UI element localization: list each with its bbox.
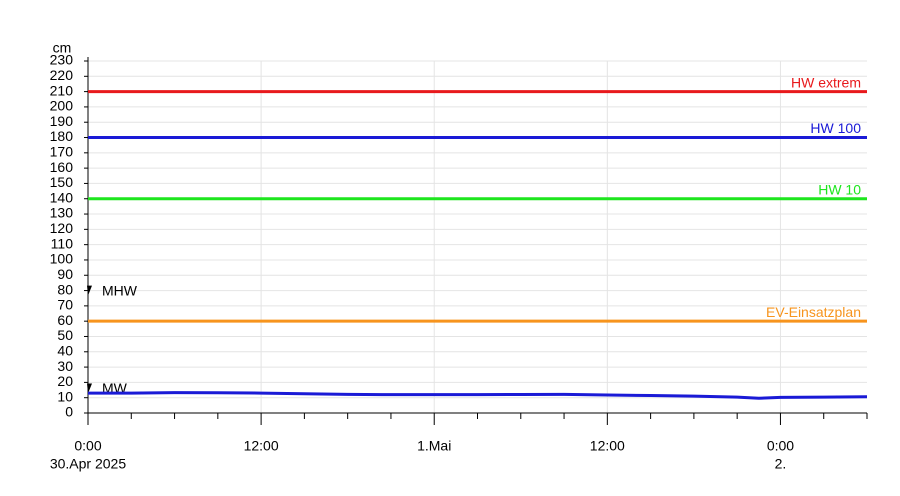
x-tick-label: 12:00 [244, 438, 279, 454]
y-tick-label: 180 [50, 128, 74, 144]
marker [87, 285, 92, 296]
x-tick-label: 0:00 [767, 438, 794, 454]
y-tick-label: 50 [57, 327, 73, 343]
y-tick-label: 100 [50, 251, 74, 267]
y-tick-label: 190 [50, 113, 74, 129]
x-date-label: 2. [775, 456, 787, 472]
threshold-label: HW 10 [818, 181, 861, 197]
y-tick-label: 170 [50, 144, 74, 160]
y-tick-label: 40 [57, 342, 73, 358]
series-line [88, 391, 868, 400]
y-tick-label: 110 [51, 235, 74, 251]
marker-label: MHW [102, 282, 138, 298]
x-tick-label: 0:00 [74, 438, 101, 454]
y-tick-label: 20 [57, 373, 73, 389]
y-tick-label: 90 [57, 266, 73, 282]
y-tick-label: 80 [57, 281, 73, 297]
x-tick-label: 1.Mai [417, 438, 451, 454]
y-tick-label: 150 [50, 174, 74, 190]
y-tick-label: 60 [57, 312, 73, 328]
y-unit: cm [53, 40, 72, 56]
y-tick-label: 230 [50, 52, 74, 68]
y-tick-label: 200 [50, 98, 74, 114]
y-tick-label: 160 [50, 159, 74, 175]
y-tick-label: 70 [57, 297, 73, 313]
x-date-label: 30.Apr 2025 [50, 456, 126, 472]
x-tick-label: 12:00 [590, 438, 625, 454]
y-tick-label: 10 [57, 388, 73, 404]
y-tick-label: 210 [50, 82, 74, 98]
y-tick-label: 30 [57, 358, 73, 374]
y-tick-label: 220 [50, 67, 74, 83]
y-tick-label: 140 [50, 189, 74, 205]
threshold-label: HW extrem [791, 74, 861, 90]
y-tick-label: 0 [65, 404, 73, 420]
y-tick-label: 130 [50, 205, 74, 221]
threshold-label: EV-Einsatzplan [766, 304, 861, 320]
y-tick-label: 120 [50, 220, 74, 236]
marker [87, 383, 92, 394]
threshold-label: HW 100 [810, 120, 861, 136]
